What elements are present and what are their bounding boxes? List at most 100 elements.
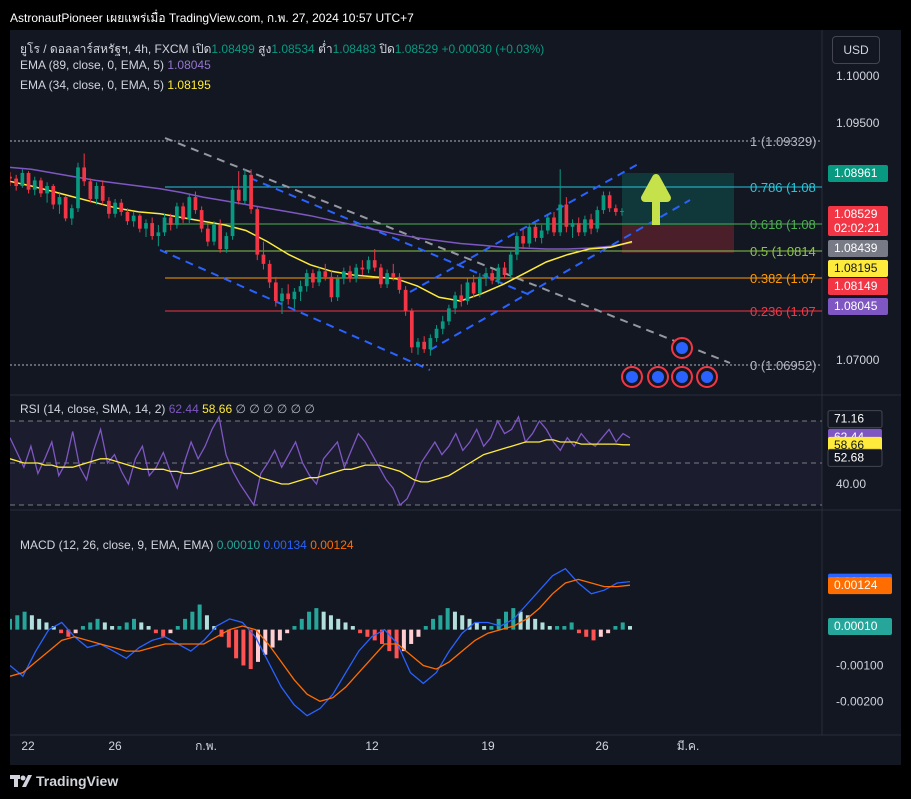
rsi-price-tag <box>827 410 883 429</box>
macd-histogram-bar <box>620 622 625 630</box>
candle-body <box>76 167 80 209</box>
price-tag-prev-text: 1.08149 <box>834 279 878 293</box>
macd-histogram-bar <box>234 629 239 659</box>
macd-histogram-bar <box>555 626 560 630</box>
flag-icon <box>701 371 713 383</box>
flag-icon <box>676 371 688 383</box>
candle-body <box>607 195 612 209</box>
candle-body <box>243 174 247 201</box>
ema34-legend[interactable]: EMA (34, close, 0, EMA, 5) 1.08195 <box>20 78 211 92</box>
candle-body <box>57 197 62 205</box>
rsi-legend[interactable]: RSI (14, close, SMA, 14, 2) 62.44 58.66 … <box>20 402 315 416</box>
candle-body <box>249 174 253 210</box>
currency-button[interactable]: USD <box>832 36 880 64</box>
price-tag-target <box>828 165 888 182</box>
macd-histogram-bar <box>584 629 589 637</box>
rsi-label: RSI (14, close, SMA, 14, 2) <box>20 402 166 416</box>
symbol-legend[interactable]: ยูโร / ดอลลาร์สหรัฐฯ, 4h, FXCM เปิด1.084… <box>20 40 544 59</box>
price-tag-stop <box>828 240 888 257</box>
candle-body <box>447 308 451 322</box>
candle-body <box>175 206 179 225</box>
high-label: สูง <box>258 42 272 56</box>
close-value: 1.08529 <box>394 42 439 56</box>
candle-body <box>539 230 544 238</box>
macd-legend[interactable]: MACD (12, 26, close, 9, EMA, EMA) 0.0001… <box>20 538 354 552</box>
candle-body <box>465 282 470 301</box>
candle-body <box>107 200 111 214</box>
candle-body <box>521 236 525 244</box>
candle-body <box>366 260 371 270</box>
candle-body <box>156 232 161 237</box>
candle-body <box>224 236 229 250</box>
candle-body <box>304 273 309 287</box>
rsi-price-tag-text: 58.66 <box>834 438 864 452</box>
candle-body <box>570 223 575 227</box>
macd-histogram-bar <box>336 618 341 630</box>
macd-line <box>10 567 631 717</box>
ema89-line <box>10 166 633 250</box>
up-arrow-icon <box>641 174 671 225</box>
candle-body <box>162 217 167 233</box>
time-tick-label: มี.ค. <box>677 739 700 753</box>
candle-body <box>218 224 223 250</box>
candle-body <box>39 180 43 194</box>
countdown-timer: 02:02:21 <box>834 221 881 235</box>
macd-histogram-bar <box>387 629 392 652</box>
attribution-bar: AstronautPioneer เผยแพร่เมื่อ TradingVie… <box>0 0 911 30</box>
macd-histogram-bar <box>591 629 596 641</box>
price-tag-ema34-text: 1.08195 <box>834 261 878 275</box>
candle-body <box>267 263 272 283</box>
ema89-legend[interactable]: EMA (89, close, 0, EMA, 5) 1.08045 <box>20 58 211 72</box>
price-tick-label: 1.07000 <box>836 353 880 367</box>
macd-histogram-bar <box>613 626 618 630</box>
candle-body <box>385 273 389 285</box>
candle-body <box>552 217 556 233</box>
candle-body <box>440 321 445 329</box>
candle-body <box>558 204 563 233</box>
candle-body <box>416 341 420 348</box>
candle-body <box>88 181 93 199</box>
fib-level-label: 0 (1.06952) <box>750 358 817 373</box>
macd-histogram-bar <box>321 611 326 630</box>
price-tick-label: 1.09500 <box>836 116 880 130</box>
chart-panel[interactable]: 1 (1.09329) 0.786 (1.08 0.618 (1.08 0.5 (1.… <box>10 30 901 765</box>
low-label: ต่ำ <box>318 42 333 56</box>
macd-histogram-bar <box>365 629 370 637</box>
candle-body <box>453 295 457 309</box>
macd-signal-value: 0.00124 <box>310 538 354 552</box>
macd-tick-label: -0.00100 <box>836 658 884 672</box>
target-zone <box>622 173 734 225</box>
macd-histogram-bar <box>598 629 603 637</box>
tradingview-logo-icon <box>10 775 32 787</box>
flag-icon <box>676 342 688 354</box>
macd-histogram-bar <box>110 626 115 630</box>
candle-body <box>508 254 513 276</box>
macd-histogram-bar <box>161 629 166 637</box>
candle-body <box>298 286 303 292</box>
macd-histogram-bar <box>117 626 122 630</box>
macd-histogram-bar <box>175 626 180 630</box>
candle-body <box>317 271 321 283</box>
price-tag-ema89 <box>828 298 888 315</box>
macd-histogram-bar <box>409 629 414 644</box>
macd-histogram-bar <box>518 611 523 630</box>
candle-body <box>422 341 427 350</box>
macd-histogram-bar <box>460 615 465 630</box>
macd-tick-label: -0.00200 <box>836 694 884 708</box>
candle-body <box>533 226 538 238</box>
ema34-label: EMA (34, close, 0, EMA, 5) <box>20 78 165 92</box>
chart-canvas[interactable]: 1 (1.09329) 0.786 (1.08 0.618 (1.08 0.5 (1.… <box>10 30 901 765</box>
candle-body <box>403 289 408 312</box>
rsi-value: 62.44 <box>168 402 199 416</box>
macd-histogram-bar <box>307 611 312 630</box>
ema89-value: 1.08045 <box>167 58 211 72</box>
macd-histogram-bar <box>59 629 64 634</box>
candle-body <box>286 293 291 300</box>
close-label: ปิด <box>379 42 395 56</box>
candle-body <box>63 197 68 219</box>
candle-body <box>32 180 37 190</box>
macd-histogram-bar <box>489 626 494 630</box>
macd-histogram-bar <box>204 615 209 630</box>
candle-body <box>187 197 192 220</box>
flag-icon <box>652 371 664 383</box>
